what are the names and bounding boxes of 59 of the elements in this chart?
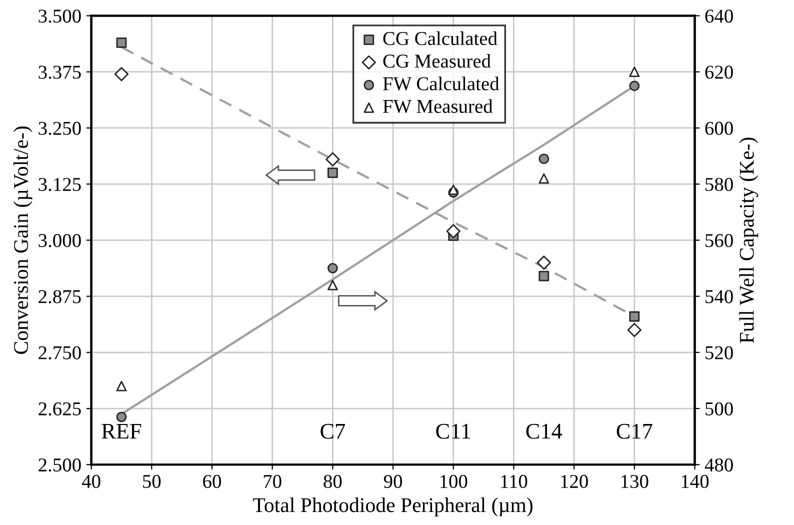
point bbox=[629, 66, 640, 78]
x-tick-label: 130 bbox=[622, 474, 648, 488]
y-tick-label: 2.625 bbox=[38, 402, 81, 416]
y2-tick-label: 580 bbox=[706, 178, 733, 192]
point bbox=[629, 311, 640, 322]
point bbox=[538, 173, 550, 184]
y-tick-label: 3.125 bbox=[38, 178, 81, 192]
y2-tick-label: 520 bbox=[706, 346, 733, 360]
x-tick-label: 120 bbox=[561, 474, 588, 488]
legend-label: FW Measured bbox=[383, 99, 493, 114]
x-tick-label: 70 bbox=[264, 474, 282, 488]
y-tick-label: 3.500 bbox=[38, 10, 81, 23]
annotation: C17 bbox=[616, 424, 652, 439]
x-tick-label: 90 bbox=[384, 474, 402, 488]
y-axis-title: Conversion Gain (µVolt/e-) bbox=[13, 126, 32, 354]
point bbox=[327, 168, 338, 178]
legend-label: CG Calculated bbox=[383, 31, 498, 46]
point bbox=[627, 322, 642, 338]
point bbox=[116, 380, 127, 392]
point bbox=[536, 256, 551, 270]
annotation: REF bbox=[102, 424, 142, 439]
point bbox=[326, 152, 340, 166]
legend-label: CG Measured bbox=[383, 54, 491, 68]
annotation: C7 bbox=[320, 424, 346, 439]
y2-tick-label: 500 bbox=[706, 402, 733, 416]
y2-tick-label: 600 bbox=[705, 122, 733, 135]
annotation: C11 bbox=[436, 424, 470, 439]
y-tick-label: 2.875 bbox=[38, 290, 81, 304]
x-tick-label: 50 bbox=[143, 474, 161, 488]
y2-tick-label: 480 bbox=[704, 458, 733, 472]
y-tick-label: 3.000 bbox=[38, 234, 81, 248]
point bbox=[538, 154, 550, 164]
x-tick-label: 140 bbox=[682, 474, 709, 488]
point bbox=[448, 184, 459, 195]
y2-tick-label: 620 bbox=[705, 66, 733, 79]
point bbox=[538, 270, 550, 282]
y2-tick-label: 540 bbox=[706, 290, 733, 304]
y2-tick-label: 640 bbox=[705, 10, 733, 23]
y-tick-label: 2.750 bbox=[38, 346, 81, 360]
y-tick-label: 2.500 bbox=[38, 458, 81, 472]
x-tick-label: 60 bbox=[203, 474, 221, 488]
y-tick-label: 3.250 bbox=[38, 122, 81, 135]
x-tick-label: 40 bbox=[82, 474, 100, 488]
x-tick-label: 80 bbox=[324, 474, 342, 488]
point bbox=[327, 263, 338, 274]
x-tick-label: 110 bbox=[501, 474, 528, 488]
point bbox=[446, 224, 460, 238]
point bbox=[116, 412, 127, 422]
point bbox=[629, 80, 640, 92]
legend-label: FW Calculated bbox=[383, 76, 500, 90]
point bbox=[114, 67, 129, 82]
annotation: C14 bbox=[526, 424, 562, 439]
y2-axis-title: Full Well Capacity (Ke-) bbox=[739, 138, 758, 343]
x-tick-label: 100 bbox=[440, 474, 468, 488]
point bbox=[116, 37, 127, 48]
point bbox=[327, 280, 338, 290]
y2-tick-label: 560 bbox=[706, 234, 733, 248]
y-tick-label: 3.375 bbox=[38, 66, 81, 79]
x-axis-title: Total Photodiode Peripheral (µm) bbox=[253, 498, 532, 516]
